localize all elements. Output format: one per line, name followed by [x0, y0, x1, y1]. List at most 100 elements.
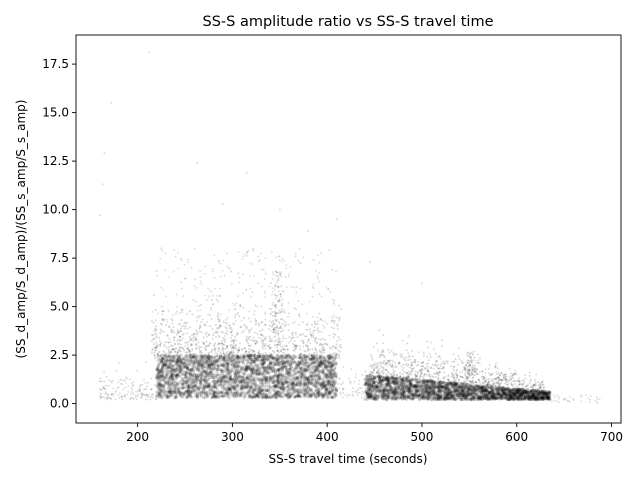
- data-point: [312, 332, 315, 335]
- data-point: [232, 354, 235, 357]
- data-point: [307, 391, 311, 395]
- data-point: [255, 364, 259, 368]
- data-point: [238, 346, 241, 349]
- data-point: [229, 370, 233, 374]
- data-point: [226, 368, 230, 372]
- data-point: [256, 332, 259, 335]
- data-point: [151, 310, 154, 313]
- data-point: [190, 374, 195, 378]
- data-point: [285, 390, 290, 394]
- data-point: [306, 376, 310, 380]
- data-point: [217, 347, 220, 350]
- chart-title: SS-S amplitude ratio vs SS-S travel time: [202, 14, 493, 30]
- data-point: [280, 325, 282, 328]
- data-point: [327, 364, 331, 368]
- data-point: [337, 304, 340, 307]
- data-point: [314, 346, 317, 349]
- data-point: [234, 354, 237, 357]
- data-point: [254, 376, 259, 380]
- data-point: [188, 335, 191, 338]
- data-point: [193, 338, 196, 341]
- data-point: [217, 395, 221, 400]
- data-point: [195, 355, 198, 358]
- data-point: [175, 293, 178, 296]
- data-point: [301, 372, 305, 376]
- data-point: [181, 308, 184, 311]
- data-point: [306, 329, 309, 332]
- data-point: [275, 395, 279, 400]
- data-point: [222, 352, 225, 355]
- data-point: [268, 375, 272, 379]
- data-point: [255, 392, 259, 396]
- data-point: [192, 371, 196, 375]
- data-point: [289, 265, 292, 268]
- data-point: [165, 318, 168, 321]
- data-point: [314, 364, 318, 368]
- data-point: [181, 287, 183, 290]
- data-point: [195, 347, 198, 350]
- data-point: [204, 294, 207, 297]
- data-point: [193, 375, 198, 379]
- data-point: [318, 349, 321, 352]
- data-point: [243, 394, 247, 398]
- data-point: [333, 367, 337, 371]
- data-point: [166, 390, 170, 394]
- data-point: [296, 376, 300, 380]
- data-point: [279, 349, 282, 352]
- data-point: [225, 389, 229, 393]
- data-point: [295, 345, 298, 348]
- data-point: [179, 257, 182, 260]
- data-point: [173, 354, 177, 358]
- data-point: [205, 345, 208, 348]
- data-point: [186, 261, 189, 264]
- data-point: [161, 318, 164, 321]
- data-point: [309, 388, 314, 392]
- data-point: [291, 377, 295, 381]
- data-point: [274, 393, 279, 398]
- data-point: [241, 385, 246, 389]
- data-point: [332, 327, 335, 330]
- data-point: [292, 382, 296, 386]
- data-point: [265, 379, 269, 383]
- data-point: [231, 352, 234, 355]
- data-point: [293, 286, 296, 289]
- data-point: [264, 347, 267, 350]
- data-point: [273, 370, 278, 375]
- data-point: [277, 354, 280, 356]
- data-point: [334, 362, 338, 367]
- data-point: [331, 371, 335, 376]
- data-point: [331, 384, 336, 388]
- data-point: [297, 300, 300, 302]
- data-point: [157, 312, 159, 315]
- data-point: [226, 321, 228, 324]
- data-point: [188, 349, 191, 352]
- data-point: [253, 360, 257, 364]
- data-point: [316, 275, 319, 278]
- data-point: [237, 355, 240, 358]
- data-point: [278, 322, 281, 324]
- data-point: [231, 328, 234, 331]
- data-point: [231, 368, 235, 373]
- data-point: [176, 328, 179, 331]
- data-point: [272, 277, 274, 280]
- data-point: [264, 338, 267, 341]
- data-point: [306, 312, 308, 315]
- data-point: [180, 346, 183, 349]
- data-point: [304, 350, 307, 353]
- data-point: [223, 379, 228, 383]
- data-point: [199, 269, 201, 272]
- data-point: [279, 342, 282, 345]
- data-point: [273, 328, 276, 331]
- data-point: [234, 314, 237, 317]
- data-point: [296, 336, 299, 339]
- data-point: [320, 330, 323, 333]
- data-point: [178, 375, 182, 379]
- data-point: [222, 361, 226, 366]
- data-point: [221, 376, 225, 380]
- data-point: [216, 314, 219, 317]
- data-point: [151, 339, 154, 342]
- data-point: [161, 356, 164, 359]
- data-point: [330, 326, 333, 329]
- data-point: [167, 390, 171, 394]
- data-point: [307, 349, 310, 352]
